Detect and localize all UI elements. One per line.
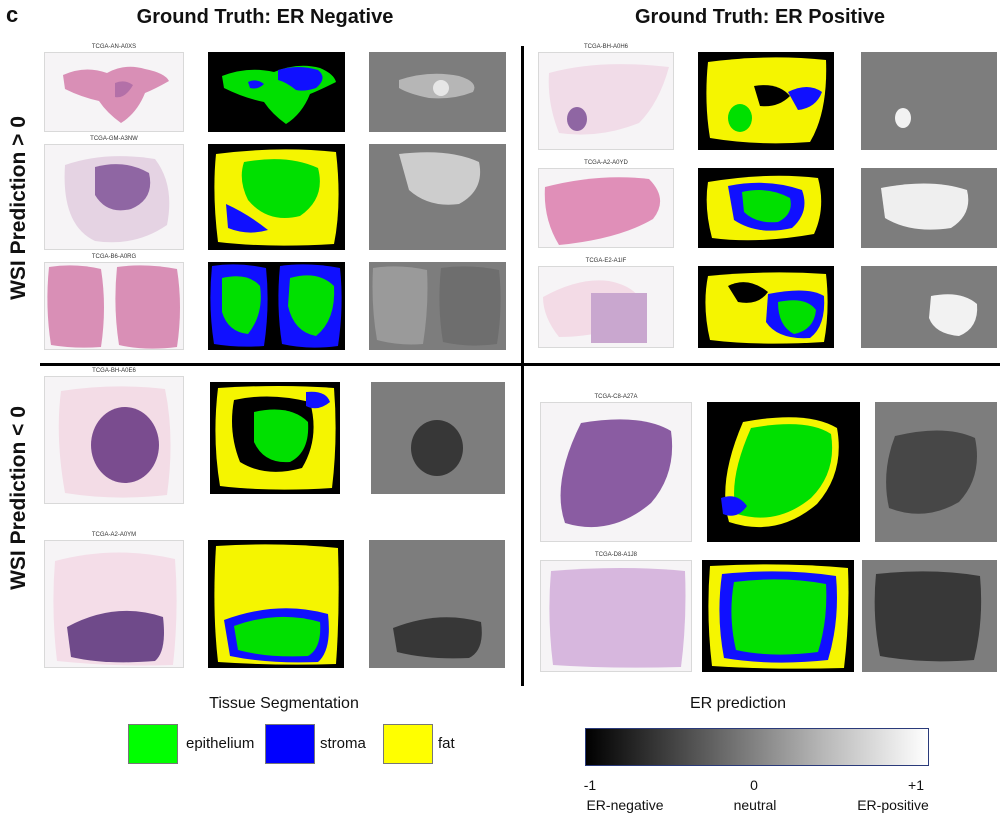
er-prediction-map: [371, 382, 505, 494]
he-slide-thumbnail: [44, 52, 184, 132]
segmentation-map: [698, 168, 834, 248]
segmentation-map: [208, 540, 344, 668]
horizontal-divider: [40, 363, 1000, 366]
er-prediction-map: [369, 52, 506, 132]
he-slide-thumbnail: [44, 540, 184, 668]
case-id-label: TCGA-B6-A0RG: [91, 254, 137, 260]
er-prediction-map: [861, 266, 997, 348]
tick-desc-neutral: neutral: [733, 797, 777, 813]
epithelium-swatch: [128, 724, 178, 764]
he-slide-thumbnail: [44, 144, 184, 250]
er-prediction-map: [369, 262, 506, 350]
tick-desc-er-negative: ER-negative: [586, 797, 664, 813]
fat-label: fat: [438, 735, 455, 752]
stroma-swatch: [265, 724, 315, 764]
vertical-divider: [521, 46, 524, 686]
er-prediction-map: [862, 560, 997, 672]
tick-value-min: -1: [583, 777, 597, 793]
er-prediction-map: [369, 540, 505, 668]
case-id-label: TCGA-BH-A0H6: [583, 44, 628, 50]
segmentation-legend-title: Tissue Segmentation: [209, 695, 359, 712]
case-id-label: TCGA-AN-A0XS: [91, 44, 137, 50]
er-legend-title: ER prediction: [689, 695, 787, 712]
fat-swatch: [383, 724, 433, 764]
case-id-label: TCGA-GM-A3NW: [90, 136, 138, 142]
tick-desc-er-positive: ER-positive: [857, 797, 929, 813]
er-prediction-map: [861, 168, 997, 248]
segmentation-map: [208, 144, 345, 250]
segmentation-map: [208, 52, 345, 132]
he-slide-thumbnail: [540, 402, 692, 542]
he-slide-thumbnail: [538, 266, 674, 348]
segmentation-map: [698, 52, 834, 150]
column-header-er-positive: Ground Truth: ER Positive: [634, 6, 885, 28]
tick-value-mid: 0: [750, 777, 758, 793]
he-slide-thumbnail: [44, 376, 184, 504]
case-id-label: TCGA-C8-A27A: [594, 394, 638, 400]
row-header-prediction-negative: WSI Prediction < 0: [7, 406, 30, 590]
er-colorbar: [585, 728, 929, 766]
case-id-label: TCGA-A2-A0YM: [91, 532, 137, 538]
er-prediction-map: [861, 52, 997, 150]
panel-letter: c: [6, 2, 19, 27]
segmentation-map: [707, 402, 860, 542]
case-id-label: TCGA-BH-A0E6: [92, 368, 136, 374]
row-header-prediction-positive: WSI Prediction > 0: [7, 116, 30, 300]
case-id-label: TCGA-D8-A1J8: [594, 552, 637, 558]
he-slide-thumbnail: [44, 262, 184, 350]
epithelium-label: epithelium: [186, 735, 255, 752]
column-header-er-negative: Ground Truth: ER Negative: [136, 6, 394, 28]
he-slide-thumbnail: [538, 168, 674, 248]
segmentation-map: [702, 560, 854, 672]
case-id-label: TCGA-A2-A0YD: [584, 160, 628, 166]
segmentation-map: [698, 266, 834, 348]
segmentation-map: [208, 262, 345, 350]
stroma-label: stroma: [320, 735, 366, 752]
he-slide-thumbnail: [540, 560, 692, 672]
he-slide-thumbnail: [538, 52, 674, 150]
er-prediction-map: [875, 402, 997, 542]
segmentation-map: [210, 382, 340, 494]
case-id-label: TCGA-E2-A1IF: [585, 258, 627, 264]
er-prediction-map: [369, 144, 506, 250]
tick-value-max: +1: [908, 777, 924, 793]
